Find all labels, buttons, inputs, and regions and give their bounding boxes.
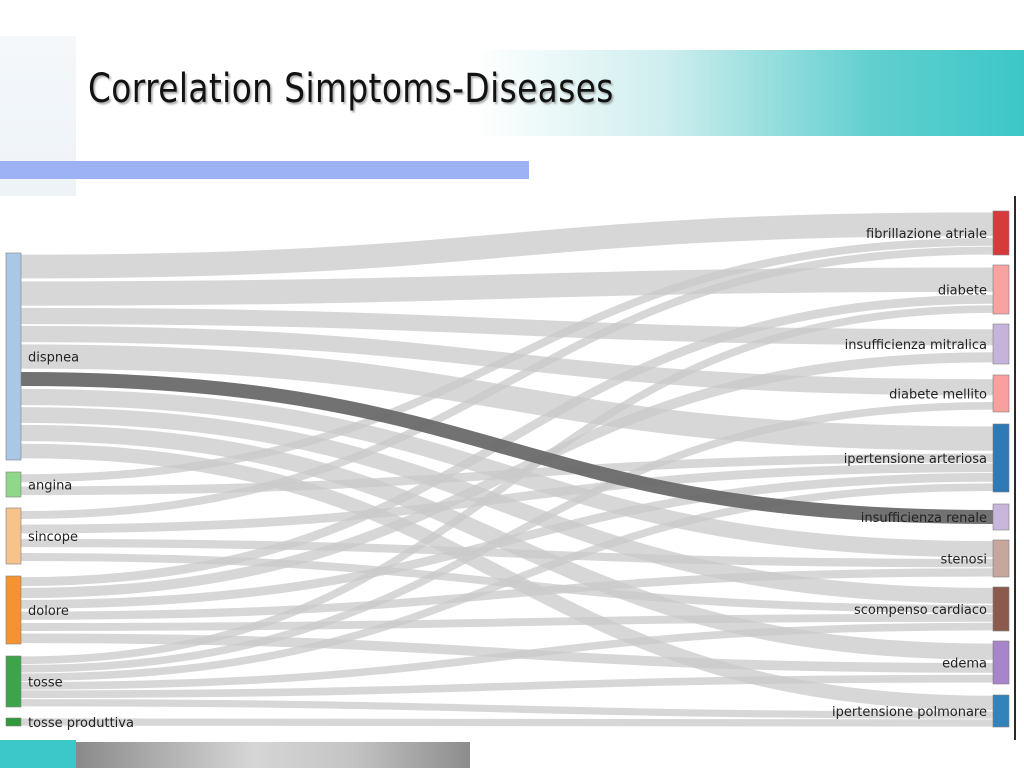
target-node-insufficienza-renale[interactable] [992,503,1010,531]
link-sincope-to-fibrillazione-atriale[interactable] [20,246,994,519]
link-dolore-to-insufficienza-mitralica[interactable] [20,352,994,599]
link-tosse-to-edema[interactable] [20,674,994,699]
link-tosse-to-diabete[interactable] [20,305,994,665]
target-label-stenosi: stenosi [941,553,987,568]
title-band [76,50,1024,136]
link-dolore-to-diabete[interactable] [20,294,994,587]
target-label-scompenso-cardiaco: scompenso cardiaco [854,603,987,618]
source-label-sincope: sincope [28,530,78,545]
link-dispnea-to-insufficienza-renale[interactable] [20,372,994,524]
source-label-dolore: dolore [28,604,69,619]
nodes-layer [5,210,1010,728]
source-node-dolore[interactable] [5,575,22,645]
target-node-fibrillazione-atriale[interactable] [992,210,1010,256]
target-label-ipertensione-polmonare: ipertensione polmonare [832,705,987,720]
target-node-scompenso-cardiaco[interactable] [992,586,1010,632]
source-node-tosse[interactable] [5,655,22,708]
target-label-diabete-mellito: diabete mellito [889,388,987,403]
target-node-ipertensione-polmonare[interactable] [992,694,1010,728]
link-dispnea-to-diabete[interactable] [20,267,994,306]
link-dispnea-to-insufficienza-mitralica[interactable] [20,307,994,346]
link-dolore-to-stenosi[interactable] [20,568,994,620]
target-node-diabete[interactable] [992,264,1010,315]
links-layer [20,212,994,727]
target-node-ipertensione-arteriosa[interactable] [992,423,1010,493]
link-sincope-to-ipertensione-arteriosa[interactable] [20,463,994,534]
target-node-diabete-mellito[interactable] [992,374,1010,413]
source-label-tosse-produttiva: tosse produttiva [28,716,134,731]
target-label-diabete: diabete [938,284,987,299]
source-node-tosse-produttiva[interactable] [5,717,22,727]
link-dispnea-to-scompenso-cardiaco[interactable] [20,407,994,604]
target-label-edema: edema [942,657,987,672]
link-dispnea-to-fibrillazione-atriale[interactable] [20,212,994,279]
source-node-dispnea[interactable] [5,252,22,461]
labels-layer: dispnea angina sincope dolore tosse tosse pro… [28,227,987,731]
footer-grey-bar [76,742,470,768]
footer-teal-block [0,740,76,768]
link-tosse-to-scompenso-cardiaco[interactable] [20,622,994,690]
source-node-sincope[interactable] [5,507,22,565]
source-node-angina[interactable] [5,471,22,498]
link-angina-to-fibrillazione-atriale[interactable] [20,237,994,483]
target-node-insufficienza-mitralica[interactable] [992,323,1010,365]
link-tosse-to-ipertensione-polmonare[interactable] [20,699,994,719]
link-dolore-to-scompenso-cardiaco[interactable] [20,613,994,631]
link-tosse-to-ipertensione-arteriosa[interactable] [20,483,994,682]
link-sincope-to-stenosi[interactable] [20,538,994,568]
source-label-angina: angina [28,479,72,494]
slide-title: Correlation Simptoms-Diseases [88,66,614,112]
target-label-insufficienza-renale: insufficienza renale [861,511,987,526]
target-node-stenosi[interactable] [992,539,1010,578]
target-label-ipertensione-arteriosa: ipertensione arteriosa [844,452,987,467]
source-label-tosse: tosse [28,676,63,691]
sankey-svg: dispnea angina sincope dolore tosse tosse pro… [5,210,1010,731]
link-tosse-to-diabete-mellito[interactable] [20,402,994,673]
source-label-dispnea: dispnea [28,351,79,366]
link-tosse-produttiva-to-ipertensione-polmonare[interactable] [20,718,994,727]
target-node-edema[interactable] [992,640,1010,685]
slide-edge-line [1014,196,1016,740]
accent-bar [0,161,529,179]
target-label-fibrillazione-atriale: fibrillazione atriale [866,227,987,242]
sankey-chart: dispnea angina sincope dolore tosse tosse pro… [0,196,1024,736]
link-dispnea-to-ipertensione-arteriosa[interactable] [20,344,994,451]
target-label-insufficienza-mitralica: insufficienza mitralica [845,338,987,353]
